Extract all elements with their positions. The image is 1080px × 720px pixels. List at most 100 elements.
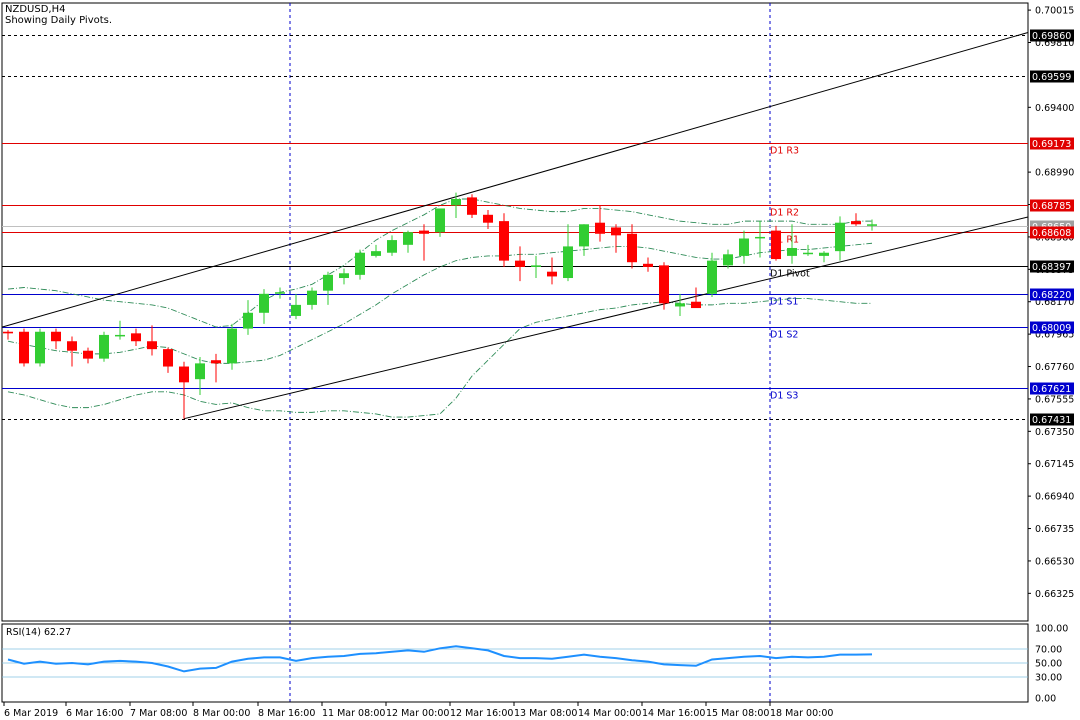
x-tick-label: 12 Mar 00:00	[386, 708, 449, 719]
candle-body	[627, 233, 637, 263]
channel-upper-line	[1, 32, 1029, 328]
price-level-tag-text: 0.67621	[1032, 384, 1071, 395]
y-tick-label: 0.66940	[1035, 492, 1074, 503]
rsi-label: RSI(14) 62.27	[6, 627, 71, 638]
candle-body	[355, 252, 365, 275]
candle-body	[51, 331, 61, 342]
candle-body	[611, 227, 621, 236]
candle-body	[787, 247, 797, 256]
price-level-tag-text: 0.68785	[1032, 201, 1071, 212]
candle-body	[579, 224, 589, 247]
candle-body	[259, 293, 269, 313]
y-tick-label: 0.67145	[1035, 459, 1074, 470]
rsi-tick-label: 100.00	[1035, 624, 1068, 635]
pivot-level-label: D1 S2	[770, 330, 798, 341]
candle-body	[483, 214, 493, 223]
candle-body	[83, 350, 93, 359]
price-level-tag-text: 0.69173	[1032, 139, 1071, 150]
x-tick-label: 8 Mar 00:00	[193, 708, 250, 719]
candle-body	[131, 333, 141, 342]
price-level-tag-text: 0.68009	[1032, 323, 1071, 334]
rsi-tick-label: 0.00	[1035, 694, 1056, 705]
x-tick-label: 18 Mar 00:00	[770, 708, 833, 719]
price-level-tag	[1030, 321, 1074, 334]
candle-body	[723, 254, 733, 266]
price-level-tag	[1030, 260, 1074, 273]
price-level-tag	[1030, 29, 1074, 42]
pivot-level-label: D1 R1	[770, 235, 799, 246]
pivot-level-label: D1 S3	[770, 391, 798, 402]
candle-body	[211, 360, 221, 364]
price-level-tag	[1030, 382, 1074, 395]
price-level-tag-text: 0.67431	[1032, 415, 1071, 426]
time-axis: 6 Mar 2019 6 Mar 16:00 7 Mar 08:00 8 Mar 00…	[3, 702, 833, 719]
candle-body	[179, 366, 189, 383]
price-level-tag	[1030, 199, 1074, 212]
candle-body	[99, 334, 109, 359]
candle-body	[195, 363, 205, 380]
candle-body	[499, 221, 509, 261]
price-level-tag	[1030, 413, 1074, 426]
price-level-tag-text: 0.69599	[1032, 72, 1071, 83]
candle-body	[147, 341, 157, 350]
y-tick-label: 0.69810	[1035, 38, 1074, 49]
y-tick-label: 0.68170	[1035, 297, 1074, 308]
candle-body	[643, 263, 653, 267]
main-price-panel: 0.700150.698100.694000.689900.687850.685…	[1, 2, 1074, 702]
price-level-tag	[1030, 226, 1074, 239]
x-tick-label: 6 Mar 16:00	[66, 708, 123, 719]
candle-body	[451, 198, 461, 206]
candle-body	[531, 265, 541, 267]
candle-body	[371, 251, 381, 256]
rsi-tick-label: 50.00	[1035, 659, 1062, 670]
y-tick-label: 0.66325	[1035, 589, 1074, 600]
price-level-tag-text: 0.68220	[1032, 290, 1071, 301]
candle-body	[323, 274, 333, 291]
y-tick-label: 0.67350	[1035, 427, 1074, 438]
x-tick-label: 14 Mar 16:00	[642, 708, 705, 719]
pivots-subtitle: Showing Daily Pivots.	[5, 15, 113, 26]
candle-body	[115, 334, 125, 337]
candle-body	[227, 328, 237, 364]
candle-body	[307, 290, 317, 305]
rsi-line	[7, 645, 873, 673]
y-tick-label: 0.66530	[1035, 556, 1074, 567]
rsi-indicator-panel: RSI(14) 62.27 100.00 70.00 50.00 30.00 0.00	[1, 623, 1068, 705]
channel-lower-line	[183, 216, 1029, 420]
y-tick-label: 0.69400	[1035, 103, 1074, 114]
pivot-level-label: D1 R2	[770, 208, 799, 219]
candle-body	[707, 260, 717, 294]
candle-body	[275, 292, 285, 294]
candle-body	[691, 301, 701, 309]
candle-body	[339, 273, 349, 279]
price-level-tag-text: 0.69860	[1032, 31, 1071, 42]
x-tick-label: 14 Mar 00:00	[578, 708, 641, 719]
bollinger-lower-band	[7, 298, 872, 418]
candle-body	[547, 271, 557, 277]
y-tick-label: 0.67760	[1035, 362, 1074, 373]
candle-body	[35, 331, 45, 364]
candle-body	[163, 349, 173, 367]
candle-body	[419, 230, 429, 234]
candle-body	[403, 232, 413, 245]
candle-body	[595, 222, 605, 234]
x-tick-label: 15 Mar 08:00	[706, 708, 769, 719]
candle-body	[851, 221, 861, 225]
rsi-tick-label: 30.00	[1035, 673, 1062, 684]
x-tick-label: 8 Mar 16:00	[258, 708, 315, 719]
candle-body	[771, 230, 781, 260]
y-tick-label: 0.67965	[1035, 330, 1074, 341]
candle-body	[819, 252, 829, 256]
y-tick-label: 0.68990	[1035, 168, 1074, 179]
candle-body	[19, 331, 29, 364]
candle-body	[867, 224, 877, 226]
x-tick-label: 11 Mar 08:00	[322, 708, 385, 719]
candle-body	[387, 240, 397, 253]
pivot-level-label: D1 S1	[770, 297, 798, 308]
x-tick-label: 7 Mar 08:00	[130, 708, 187, 719]
price-level-tag	[1030, 288, 1074, 301]
x-tick-label: 13 Mar 08:00	[514, 708, 577, 719]
y-tick-label: 0.67555	[1035, 394, 1074, 405]
candle-body	[515, 260, 525, 267]
